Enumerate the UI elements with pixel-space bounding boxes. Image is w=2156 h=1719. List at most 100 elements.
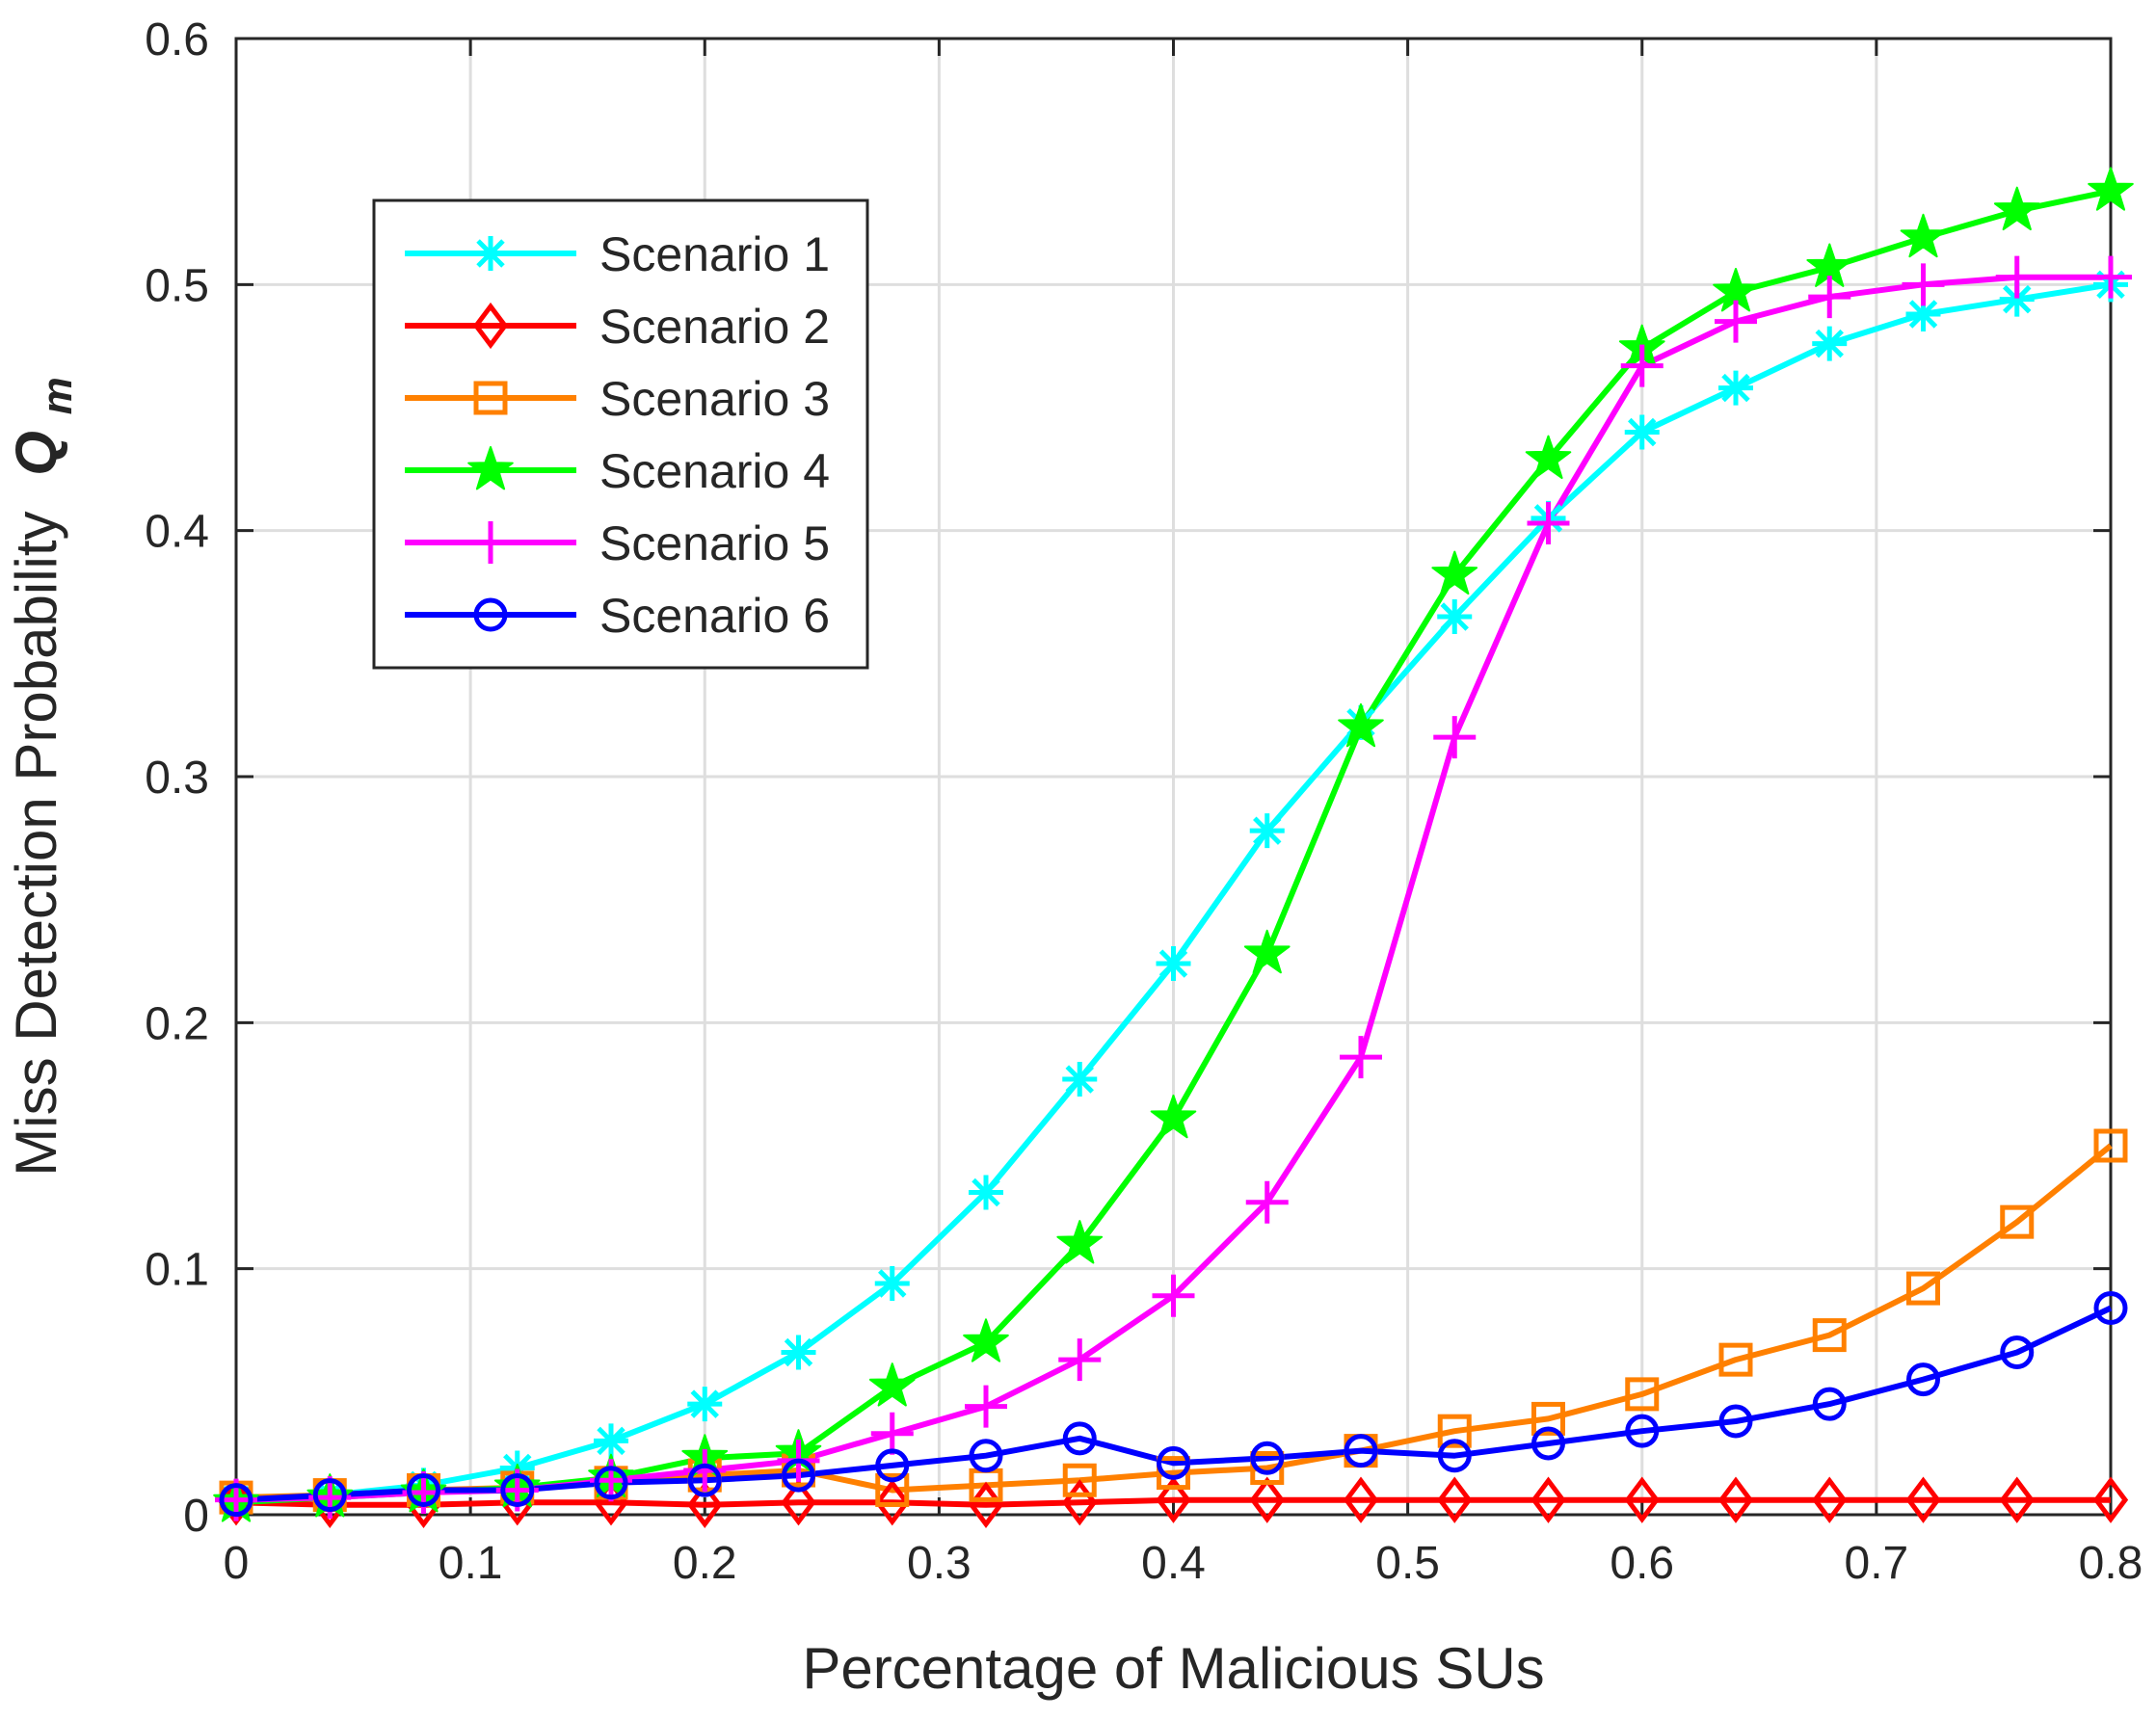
series-3-point xyxy=(1718,1342,1753,1377)
x-tick-label: 0 xyxy=(224,1538,250,1589)
series-6-point xyxy=(1344,1434,1378,1468)
series-6-point xyxy=(1157,1445,1190,1480)
series-6-point xyxy=(2093,1291,2128,1326)
legend-marker-4 xyxy=(467,446,514,490)
y-axis-label-symbol: Q xyxy=(4,431,68,476)
series-6-point xyxy=(219,1483,253,1518)
series-6-point xyxy=(875,1448,910,1483)
series-5-point xyxy=(1058,1338,1102,1382)
series-2-point xyxy=(1249,1476,1285,1523)
series-1-point xyxy=(781,1335,816,1370)
series-1-point xyxy=(969,1175,1003,1210)
series-2-point xyxy=(1812,1476,1848,1523)
x-axis-label: Percentage of Malicious SUs xyxy=(802,1636,1544,1701)
series-5-point xyxy=(1152,1274,1195,1317)
series-6-point xyxy=(407,1472,440,1507)
series-1-point xyxy=(594,1423,628,1459)
series-4-point xyxy=(1431,550,1478,595)
x-tick-label: 0.7 xyxy=(1845,1538,1909,1589)
x-tick-label: 0.3 xyxy=(907,1538,972,1589)
series-1-point xyxy=(1905,296,1941,331)
series-line-6 xyxy=(235,1305,2113,1503)
series-2-point xyxy=(1905,1476,1941,1523)
series-2-point xyxy=(1717,1476,1754,1523)
series-4-point xyxy=(1243,929,1291,974)
x-tick-label: 0.4 xyxy=(1141,1538,1206,1589)
series-1-point xyxy=(1249,813,1285,849)
x-tick-label: 0.5 xyxy=(1375,1538,1440,1589)
legend-label-5: Scenario 5 xyxy=(599,516,830,570)
series-markers xyxy=(213,167,2134,1528)
series-3-point xyxy=(1625,1377,1660,1412)
series-3-point xyxy=(1250,1450,1285,1485)
series-5-point xyxy=(1433,716,1477,759)
legend-marker-6 xyxy=(473,597,508,632)
series-6-point xyxy=(1812,1387,1847,1421)
series-6-point xyxy=(782,1458,815,1493)
x-tick-label: 0.2 xyxy=(673,1538,737,1589)
series-4-point xyxy=(1056,1220,1104,1264)
series-6-point xyxy=(1062,1421,1097,1456)
series-4-point xyxy=(963,1318,1009,1362)
series-4-point xyxy=(1338,702,1384,748)
series-6-point xyxy=(687,1463,722,1497)
series-6-point xyxy=(312,1478,347,1513)
legend-label-6: Scenario 6 xyxy=(599,589,830,643)
y-tick-label: 0.1 xyxy=(145,1245,209,1296)
series-6-point xyxy=(500,1472,535,1507)
series-2-point xyxy=(1999,1476,2035,1523)
y-axis-label-subscript: m xyxy=(34,377,81,414)
series-6-point xyxy=(2000,1335,2035,1369)
series-lines xyxy=(235,188,2113,1508)
series-2-point xyxy=(687,1481,723,1528)
series-2-point xyxy=(1437,1476,1473,1523)
y-tick-label: 0.2 xyxy=(145,998,209,1049)
legend-label-2: Scenario 2 xyxy=(599,300,830,354)
series-6-point xyxy=(1250,1441,1285,1475)
series-5-point xyxy=(1245,1180,1289,1224)
series-5-point xyxy=(1715,300,1757,343)
series-4-point xyxy=(1150,1094,1197,1139)
series-3-point xyxy=(1812,1318,1847,1353)
axis-ticks: 0 0.1 0.2 0.3 0.4 0.5 0.6 0.7 0.8 0 0.1 0.2 0.3 0.4 0.… xyxy=(145,14,2143,1589)
series-1-point xyxy=(1624,414,1660,450)
series-1-point xyxy=(1156,946,1191,982)
legend: Scenario 1 Scenario 2 Scenario 3 Scenario 4… xyxy=(372,198,869,670)
series-1-point xyxy=(1812,326,1848,361)
series-5-point xyxy=(1808,276,1851,319)
series-6-point xyxy=(1625,1414,1660,1448)
x-tick-label: 0.6 xyxy=(1610,1538,1674,1589)
x-tick-label: 0.8 xyxy=(2079,1538,2143,1589)
series-2-point xyxy=(781,1479,816,1526)
series-5-point xyxy=(1340,1036,1382,1079)
series-3-point xyxy=(875,1472,910,1507)
legend-marker-5 xyxy=(469,521,512,564)
series-2-point xyxy=(874,1479,910,1526)
series-6-point xyxy=(1531,1426,1565,1461)
legend-label-4: Scenario 4 xyxy=(599,444,830,498)
series-4-point xyxy=(2088,167,2134,211)
series-1-point xyxy=(1999,281,2035,317)
legend-marker-2 xyxy=(472,302,509,350)
series-5-point xyxy=(965,1385,1007,1428)
series-1-point xyxy=(1437,599,1473,635)
series-2-point xyxy=(1343,1476,1379,1523)
series-4-point xyxy=(1900,213,1947,258)
series-1-point xyxy=(687,1387,723,1422)
series-3-point xyxy=(1157,1456,1190,1491)
y-tick-label: 0.3 xyxy=(145,753,209,804)
legend-label-1: Scenario 1 xyxy=(599,227,830,281)
legend-marker-1 xyxy=(473,236,508,271)
series-1-point xyxy=(874,1265,910,1301)
series-5-point xyxy=(683,1449,727,1493)
legend-label-3: Scenario 3 xyxy=(599,372,830,426)
series-2-point xyxy=(1156,1476,1191,1523)
legend-box xyxy=(372,198,869,670)
series-2-point xyxy=(1530,1476,1566,1523)
series-3-point xyxy=(1906,1271,1940,1306)
legend-marker-3 xyxy=(473,381,508,415)
series-6-point xyxy=(1718,1404,1753,1439)
series-6-point xyxy=(1906,1362,1940,1397)
series-1-point xyxy=(1718,370,1753,406)
series-3-point xyxy=(1531,1401,1565,1436)
